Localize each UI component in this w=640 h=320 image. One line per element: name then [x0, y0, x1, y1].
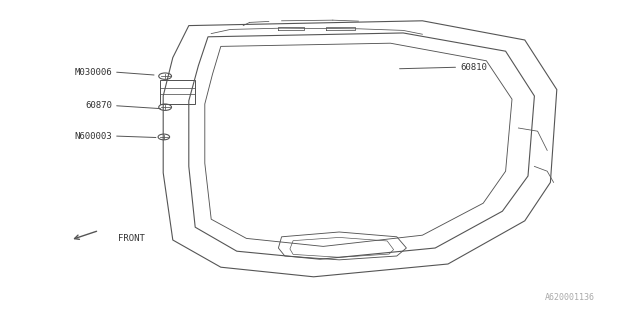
- Text: M030006: M030006: [74, 68, 112, 76]
- Text: 60810: 60810: [461, 63, 488, 72]
- Text: FRONT: FRONT: [118, 234, 145, 243]
- Text: N600003: N600003: [74, 132, 112, 140]
- Text: A620001136: A620001136: [545, 293, 595, 302]
- Bar: [160, 80, 195, 104]
- Text: 60870: 60870: [85, 101, 112, 110]
